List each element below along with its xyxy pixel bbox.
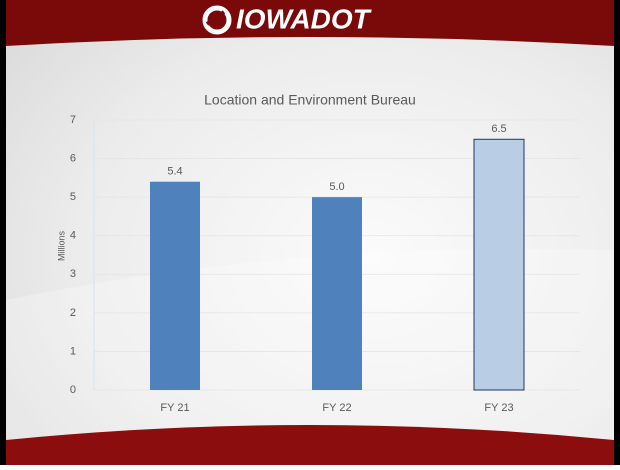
value-label: 6.5 [491,123,506,135]
logo-slash [205,10,226,26]
chart-title: Location and Environment Bureau [204,92,416,108]
y-tick-label: 5 [70,191,76,203]
bar [312,197,362,390]
y-tick-label: 4 [70,230,76,242]
value-label: 5.4 [167,166,182,178]
x-tick-label: FY 23 [484,402,513,414]
y-tick-label: 0 [70,384,76,396]
footer-band [6,425,614,465]
y-tick-label: 1 [70,345,76,357]
bar [473,138,525,391]
y-tick-label: 2 [70,307,76,319]
y-axis-label: Millions [56,231,66,262]
x-tick-label: FY 22 [322,402,351,414]
logo-ring [202,5,232,35]
y-tick-label: 7 [70,114,76,126]
bar [150,181,200,390]
value-label: 5.0 [329,181,344,193]
x-tick-label: FY 21 [160,402,189,414]
header-band [6,0,614,46]
y-tick-label: 6 [70,152,76,164]
logo-text: IOWADOT [236,3,373,34]
y-tick-label: 3 [70,268,76,280]
logo-icon [202,5,232,35]
